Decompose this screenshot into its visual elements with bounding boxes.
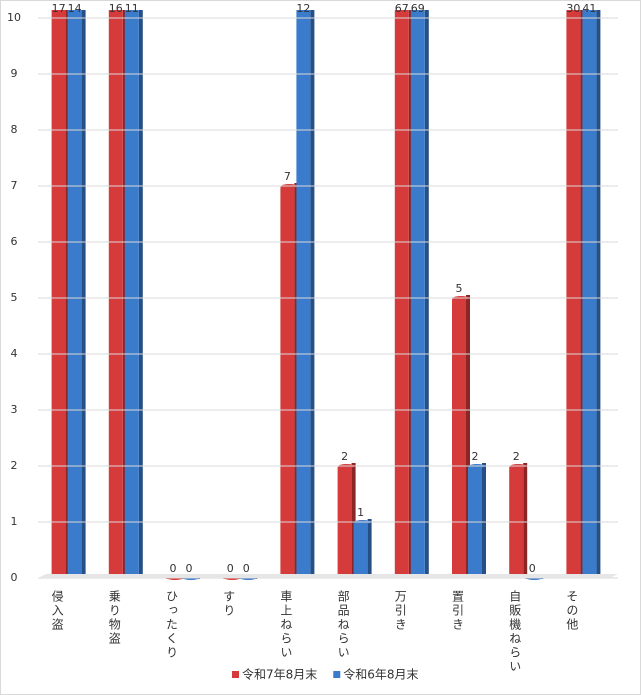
data-label: 0 (529, 562, 536, 575)
data-label: 41 (582, 2, 596, 15)
bar (124, 10, 143, 578)
bar-side (351, 463, 356, 578)
data-label: 2 (341, 450, 348, 463)
bar (337, 463, 356, 578)
x-tick-label: 置引き (451, 590, 465, 632)
y-tick-label: 1 (11, 515, 18, 528)
bar-side (367, 519, 372, 578)
bar-front (124, 10, 139, 578)
data-label: 1 (357, 506, 364, 519)
data-label: 7 (284, 170, 291, 183)
x-tick-label: 万引き (393, 590, 407, 632)
data-label: 2 (513, 450, 520, 463)
data-label: 30 (566, 2, 580, 15)
bar-front (452, 298, 466, 578)
data-label: 2 (472, 450, 479, 463)
bar-front (410, 10, 425, 578)
x-tick-label: 自販機ねらい (508, 590, 522, 674)
bar-front (566, 10, 581, 578)
x-tick-label: ひったくり (165, 590, 179, 660)
bar-front (296, 10, 311, 578)
bar (296, 10, 315, 578)
data-label: 14 (68, 2, 82, 15)
plot-area (51, 10, 601, 580)
bar-front (108, 10, 123, 578)
bar-side (81, 10, 86, 578)
data-label: 0 (186, 562, 193, 575)
bar-front (280, 186, 295, 578)
data-label: 11 (125, 2, 139, 15)
y-tick-label: 10 (7, 11, 21, 24)
y-tick-label: 0 (11, 571, 18, 584)
y-tick-label: 8 (11, 123, 18, 136)
x-tick-label: 車上ねらい (279, 590, 293, 660)
y-tick-label: 4 (11, 347, 18, 360)
bar-side (424, 10, 429, 578)
bar-side (138, 10, 143, 578)
data-label: 69 (411, 2, 425, 15)
legend-label: 令和6年8月末 (343, 667, 418, 682)
bar (108, 10, 127, 578)
bar-side (523, 463, 528, 578)
bar-side (596, 10, 601, 578)
legend-swatch (333, 671, 341, 678)
data-label: 16 (109, 2, 123, 15)
x-tick-label: 部品ねらい (336, 589, 350, 660)
legend-swatch (232, 671, 239, 678)
bar (67, 10, 86, 578)
y-tick-label: 6 (11, 235, 18, 248)
bar-front (67, 10, 82, 578)
y-tick-label: 2 (11, 459, 18, 472)
bar-side (310, 10, 315, 578)
y-tick-label: 5 (11, 291, 18, 304)
data-label: 0 (227, 562, 234, 575)
bar-side (482, 463, 486, 578)
bar-front (394, 10, 409, 578)
bar (566, 10, 585, 578)
bar (582, 10, 601, 578)
y-tick-label: 7 (11, 179, 18, 192)
legend-label: 令和7年8月末 (242, 667, 317, 682)
data-label: 0 (170, 562, 177, 575)
bar-front (51, 10, 66, 578)
bar (51, 10, 70, 578)
x-tick-label: 侵入盗 (50, 589, 64, 632)
x-tick-label: 乗り物盗 (107, 590, 121, 646)
floor (38, 574, 618, 578)
bar (509, 463, 528, 578)
data-label: 67 (395, 2, 409, 15)
y-tick-label: 9 (11, 67, 18, 80)
data-label: 0 (243, 562, 250, 575)
bar-front (353, 522, 368, 578)
bar (353, 519, 372, 578)
bar (452, 295, 470, 578)
bar (468, 463, 486, 578)
data-label: 17 (52, 2, 66, 15)
x-tick-label: すり (222, 590, 236, 618)
bar-front (582, 10, 597, 578)
data-label: 5 (456, 282, 463, 295)
bar (410, 10, 429, 578)
x-tick-label: その他 (565, 590, 579, 632)
data-label: 12 (296, 2, 310, 15)
bar-side (466, 295, 470, 578)
y-tick-label: 3 (11, 403, 18, 416)
bar (394, 10, 413, 578)
